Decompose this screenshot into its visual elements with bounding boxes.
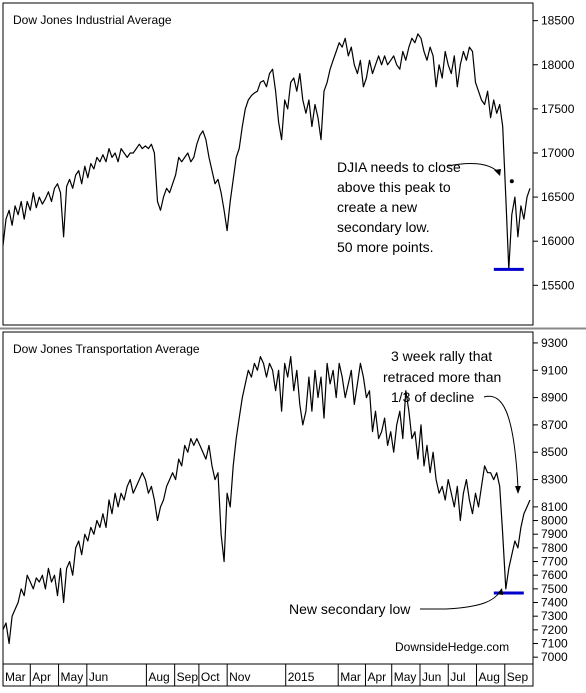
djia-y-tick-label: 18000 [541,58,575,72]
x-axis-label: 2015 [288,670,315,684]
x-axis-label: Apr [367,670,386,684]
x-axis-label: Mar [5,670,26,684]
djt-annotation-line-1: 3 week rally that [391,348,492,364]
djt-low-arrow [420,591,501,610]
x-axis-label: Aug [148,670,169,684]
djt-y-tick-label: 7000 [541,650,568,664]
djt-y-tick-label: 7800 [541,541,568,555]
djt-rally-arrowhead [515,486,521,494]
upper-plot-frame [2,2,534,326]
djt-y-tick-label: 7900 [541,527,568,541]
djt-y-tick-label: 7200 [541,623,568,637]
djia-y-tick-label: 16000 [541,234,575,248]
djia-annotation-line-3: create a new [337,199,418,215]
djt-y-tick-label: 8900 [541,391,568,405]
djt-y-tick-label: 7700 [541,555,568,569]
djt-annotation-line-3: 1/3 of decline [391,389,474,405]
djia-annotation-line-5: 50 more points. [337,239,434,255]
djt-y-tick-label: 7400 [541,596,568,610]
djia-annotation-line-1: DJIA needs to close [337,159,461,175]
x-axis-label: Apr [32,670,51,684]
djt-y-tick-label: 8100 [541,500,568,514]
djia-peak-dot [509,179,514,184]
djia-y-tick-label: 17000 [541,146,575,160]
djt-y-tick-label: 7300 [541,609,568,623]
djt-y-tick-label: 7500 [541,582,568,596]
x-axis-label: Sep [507,670,529,684]
djt-low-arrowhead [497,588,503,595]
djia-y-tick-label: 15500 [541,278,575,292]
x-axis-label: Oct [201,670,220,684]
djia-title: Dow Jones Industrial Average [13,13,172,27]
djt-y-tick-label: 8300 [541,473,568,487]
djt-annotation-new-low: New secondary low [289,601,411,617]
djia-annotation-line-2: above this peak to [337,179,451,195]
djia-y-tick-label: 18500 [541,14,575,28]
djia-annotation-line-4: secondary low. [337,219,430,235]
djt-y-tick-label: 9300 [541,336,568,350]
x-axis-label: Jul [450,670,465,684]
x-axis-label: Jun [89,670,108,684]
djia-y-tick-label: 17500 [541,102,575,116]
djt-y-tick-label: 8000 [541,514,568,528]
djt-title: Dow Jones Transportation Average [13,342,200,356]
djia-arrowhead [494,169,501,176]
djia-y-tick-label: 16500 [541,190,575,204]
x-axis-label: Sep [177,670,199,684]
djt-price-line [2,356,531,645]
watermark: DownsideHedge.com [395,640,509,654]
djia-price-line [2,33,531,270]
x-axis-label: Nov [229,670,250,684]
x-axis-label: May [61,670,84,684]
djt-y-tick-label: 8700 [541,418,568,432]
djt-rally-arrow [483,395,519,489]
djia-annotation-arrow [447,163,499,173]
x-axis-label: Mar [340,670,361,684]
x-axis-label: Jun [422,670,441,684]
x-axis-label: May [394,670,417,684]
djt-annotation-line-2: retraced more than [383,369,501,385]
djt-y-tick-label: 9100 [541,363,568,377]
djt-y-tick-label: 7100 [541,637,568,651]
x-axis-label: Aug [479,670,500,684]
djt-y-tick-label: 7600 [541,568,568,582]
djt-y-tick-label: 8500 [541,445,568,459]
